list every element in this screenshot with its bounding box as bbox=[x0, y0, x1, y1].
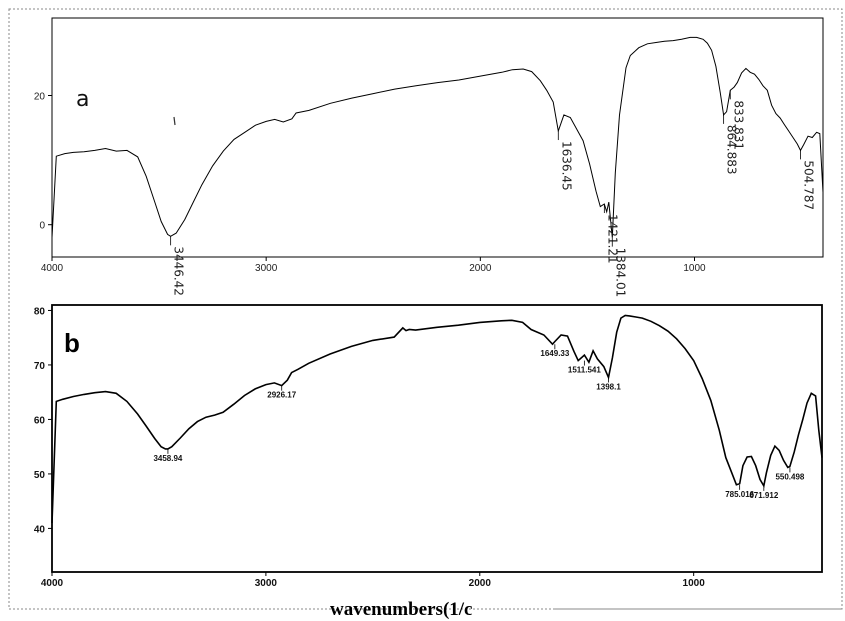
panel-b-peak-label: 1511.541 bbox=[568, 366, 601, 375]
panel-b-peak-label: 1398.1 bbox=[596, 382, 621, 391]
panel-a-peak-label: 504.787 bbox=[802, 160, 816, 210]
panel-b-y-tick-label: 60 bbox=[34, 415, 46, 426]
panel-a-spectrum-line bbox=[51, 36, 824, 238]
panel-a-x-tick-label: 1000 bbox=[683, 263, 706, 274]
panel-a-y-tick-label: 20 bbox=[34, 92, 46, 103]
panel-b-peak-label: 550.498 bbox=[775, 472, 804, 481]
panel-a-peak-label: 3446.42 bbox=[172, 246, 186, 296]
panel-a-peak-label: 1636.45 bbox=[559, 141, 573, 191]
panel-b-peak-label: 785.016 bbox=[725, 490, 754, 499]
panel-a-frame bbox=[51, 17, 824, 258]
panel-a-peak-label: 1384.01 bbox=[613, 248, 627, 298]
x-axis-title: wavenumbers(1/c bbox=[330, 599, 472, 620]
panel-b-y-tick-label: 70 bbox=[34, 361, 46, 372]
panel-a-peak-label: 864.883 bbox=[725, 125, 739, 175]
panel-b-peak-label: 2926.17 bbox=[267, 391, 296, 400]
panel-b-label: b bbox=[64, 328, 80, 358]
panel-b-annotations: 2926.17 3458.94 1649.33 1511.541 1398.1 785.0… bbox=[153, 344, 805, 500]
panel-b-axes: 4000 3000 2000 1000 40 50 60 70 80 bbox=[34, 306, 705, 589]
panel-a-annotations: 3446.421636.451421.211384.01864.883833.8… bbox=[170, 90, 816, 298]
panel-b-x-tick-label: 2000 bbox=[469, 578, 492, 589]
page-frame bbox=[8, 8, 843, 610]
panel-b-frame bbox=[51, 304, 823, 573]
panel-b-peak-label: 3458.94 bbox=[153, 454, 182, 463]
panel-b: b 4000 3000 2000 1000 40 50 60 70 80 2926.17 3458… bbox=[34, 304, 823, 589]
panel-a-axes: 4000 3000 2000 1000 0 20 bbox=[34, 92, 706, 274]
panel-b-y-tick-label: 50 bbox=[34, 470, 46, 481]
panel-b-x-tick-label: 4000 bbox=[41, 578, 64, 589]
panel-a-x-tick-label: 3000 bbox=[255, 263, 278, 274]
panel-a-x-tick-label: 2000 bbox=[469, 263, 492, 274]
panel-b-x-tick-label: 1000 bbox=[683, 578, 706, 589]
panel-b-spectrum-line bbox=[51, 314, 823, 524]
panel-a-peak-label: 833.831 bbox=[731, 100, 745, 150]
panel-b-x-tick-label: 3000 bbox=[255, 578, 278, 589]
panel-a-x-tick-label: 4000 bbox=[41, 263, 64, 274]
panel-a-label: a bbox=[76, 87, 89, 112]
panel-a-y-tick-label: 0 bbox=[39, 221, 45, 232]
panel-b-y-tick-label: 40 bbox=[34, 524, 46, 535]
panel-b-peak-label: 1649.33 bbox=[540, 349, 569, 358]
panel-b-y-tick-label: 80 bbox=[34, 306, 46, 317]
panel-b-peak-label: 671.912 bbox=[749, 491, 778, 500]
panel-a-tick-artifact bbox=[173, 116, 176, 126]
